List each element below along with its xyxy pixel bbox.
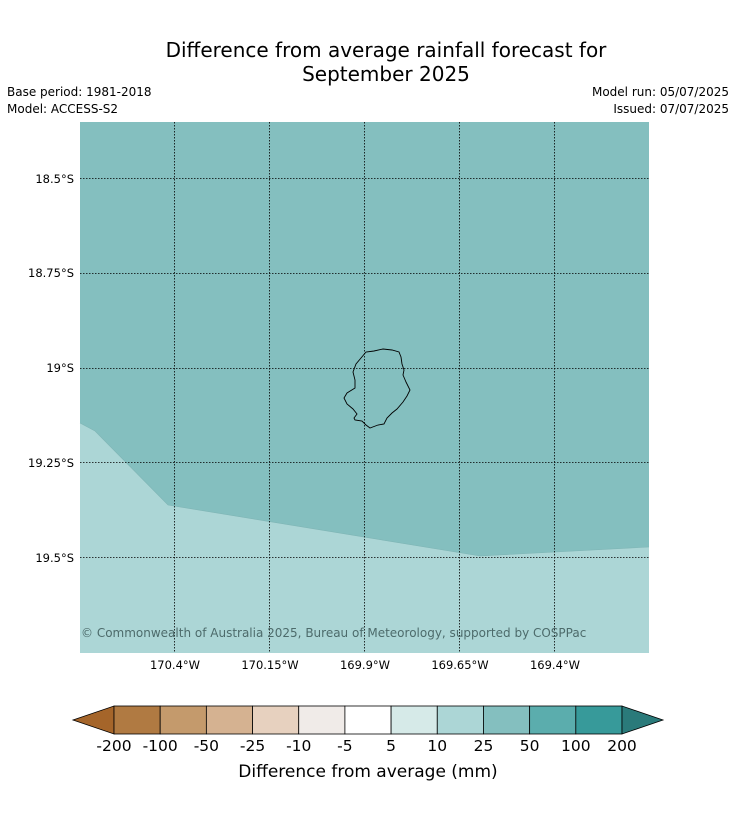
colorbar-segment (436, 705, 484, 735)
lat-labels: 18.5°S 18.75°S 19°S 19.25°S 19.5°S (28, 172, 74, 565)
lat-label: 18.75°S (28, 266, 74, 280)
meta-left: Base period: 1981-2018 Model: ACCESS-S2 (7, 84, 152, 118)
title-line-2: September 2025 (302, 62, 470, 86)
issued-date: Issued: 07/07/2025 (613, 102, 729, 116)
colorbar-label: Difference from average (mm) (238, 762, 498, 782)
colorbar-tick-label: -200 (96, 737, 131, 755)
copyright-text: © Commonwealth of Australia 2025, Bureau… (81, 626, 586, 640)
lat-label: 19.25°S (28, 456, 74, 470)
lon-labels: 170.4°W 170.15°W 169.9°W 169.65°W 169.4°… (150, 658, 580, 672)
lat-label: 18.5°S (35, 172, 74, 186)
colorbar-segment (113, 705, 161, 735)
colorbar-extend-high (621, 705, 665, 735)
colorbar-tick-label: 100 (561, 737, 591, 755)
lon-label: 170.15°W (241, 658, 298, 672)
model-name: Model: ACCESS-S2 (7, 102, 119, 116)
colorbar-segment (252, 705, 300, 735)
colorbar-segment (529, 705, 577, 735)
lon-label: 169.4°W (530, 658, 580, 672)
gridlines (80, 122, 649, 653)
colorbar-tick-label: -5 (337, 737, 352, 755)
base-period: Base period: 1981-2018 (7, 85, 152, 99)
island-outline (343, 348, 411, 429)
map-panel: © Commonwealth of Australia 2025, Bureau… (79, 122, 650, 653)
colorbar-tick-label: 200 (607, 737, 637, 755)
colorbar-segment (483, 705, 531, 735)
lat-label: 19.5°S (35, 551, 74, 565)
chart-title: Difference from average rainfall forecas… (0, 38, 736, 86)
colorbar-extend-low (71, 705, 115, 735)
lon-label: 170.4°W (150, 658, 200, 672)
colorbar: -200 -100 -50 -25 -10 -5 5 10 25 50 100 200 (71, 705, 665, 755)
colorbar-tick-label: 10 (427, 737, 447, 755)
meta-right: Model run: 05/07/2025 Issued: 07/07/2025 (592, 84, 729, 118)
model-run: Model run: 05/07/2025 (591, 85, 729, 99)
colorbar-segment (575, 705, 623, 735)
zone-lower (80, 423, 649, 653)
colorbar-segment (298, 705, 346, 735)
lat-label: 19°S (46, 361, 74, 375)
lon-label: 169.65°W (431, 658, 488, 672)
colorbar-tick-label: -10 (286, 737, 311, 755)
title-line-1: Difference from average rainfall forecas… (165, 38, 607, 62)
colorbar-tick-label: -25 (240, 737, 265, 755)
colorbar-segment (205, 705, 253, 735)
colorbar-tick-label: -100 (143, 737, 178, 755)
colorbar-segment (344, 705, 392, 735)
zone-boundary (79, 422, 650, 557)
colorbar-segment (390, 705, 438, 735)
lon-label: 169.9°W (340, 658, 390, 672)
colorbar-tick-label: 5 (386, 737, 396, 755)
colorbar-tick-label: -50 (194, 737, 219, 755)
colorbar-tick-label: 25 (474, 737, 494, 755)
colorbar-tick-label: 50 (520, 737, 540, 755)
colorbar-segment (159, 705, 207, 735)
